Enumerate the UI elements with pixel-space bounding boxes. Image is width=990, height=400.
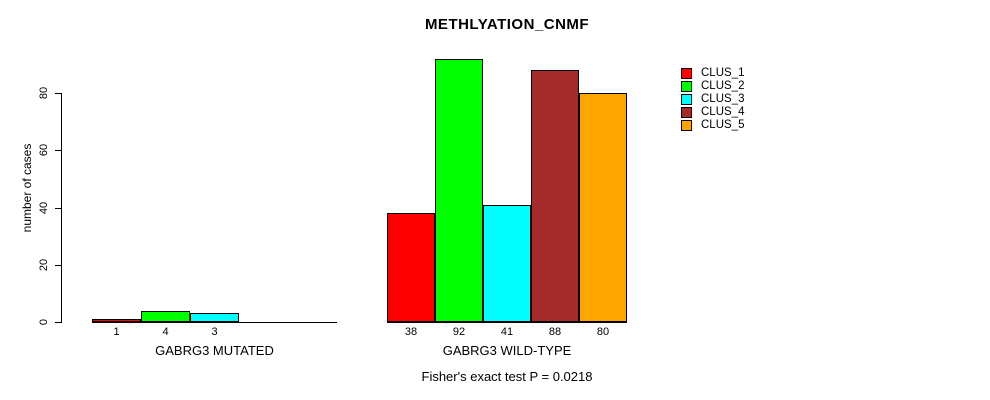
bar-clus_1-group2 [387,213,435,322]
chart-title: METHLYATION_CNMF [424,16,590,33]
bar-value-label: 3 [211,326,218,338]
bar-value-label: 88 [548,326,562,338]
bar-clus_1-group1 [92,319,141,322]
y-tick-label: 80 [38,86,50,100]
group-baseline [387,322,627,323]
y-tick-label: 60 [38,143,50,157]
y-axis-label: number of cases [20,143,34,233]
legend-swatch-clus_1 [681,68,692,79]
bar-clus_4-group2 [531,70,579,322]
legend-swatch-clus_2 [681,81,692,92]
y-tick-mark [55,93,62,94]
bar-clus_2-group2 [435,59,483,322]
bar-clus_2-group1 [141,311,190,322]
y-tick-label: 0 [38,318,50,326]
y-tick-label: 40 [38,201,50,215]
legend-label-clus_4: CLUS_4 [701,106,745,118]
bar-clus_3-group2 [483,205,531,322]
y-tick-mark [55,322,62,323]
bar-value-label: 80 [596,326,610,338]
legend-label-clus_5: CLUS_5 [701,119,745,131]
fisher-test-caption: Fisher's exact test P = 0.0218 [421,369,593,384]
bar-value-label: 1 [113,326,120,338]
bar-value-label: 4 [162,326,169,338]
y-tick-label: 20 [38,258,50,272]
legend-swatch-clus_4 [681,107,692,118]
legend-swatch-clus_3 [681,94,692,105]
legend-label-clus_1: CLUS_1 [701,67,745,79]
group-baseline [92,322,337,323]
y-tick-mark [55,150,62,151]
legend-swatch-clus_5 [681,120,692,131]
y-tick-mark [55,265,62,266]
y-tick-mark [55,208,62,209]
group-label: GABRG3 WILD-TYPE [442,343,572,358]
bar-clus_3-group1 [190,313,239,322]
bar-value-label: 41 [500,326,514,338]
bar-value-label: 92 [452,326,466,338]
bar-clus_5-group2 [579,93,627,322]
legend-label-clus_2: CLUS_2 [701,80,745,92]
legend-label-clus_3: CLUS_3 [701,93,745,105]
bar-value-label: 38 [404,326,418,338]
group-label: GABRG3 MUTATED [155,343,274,358]
